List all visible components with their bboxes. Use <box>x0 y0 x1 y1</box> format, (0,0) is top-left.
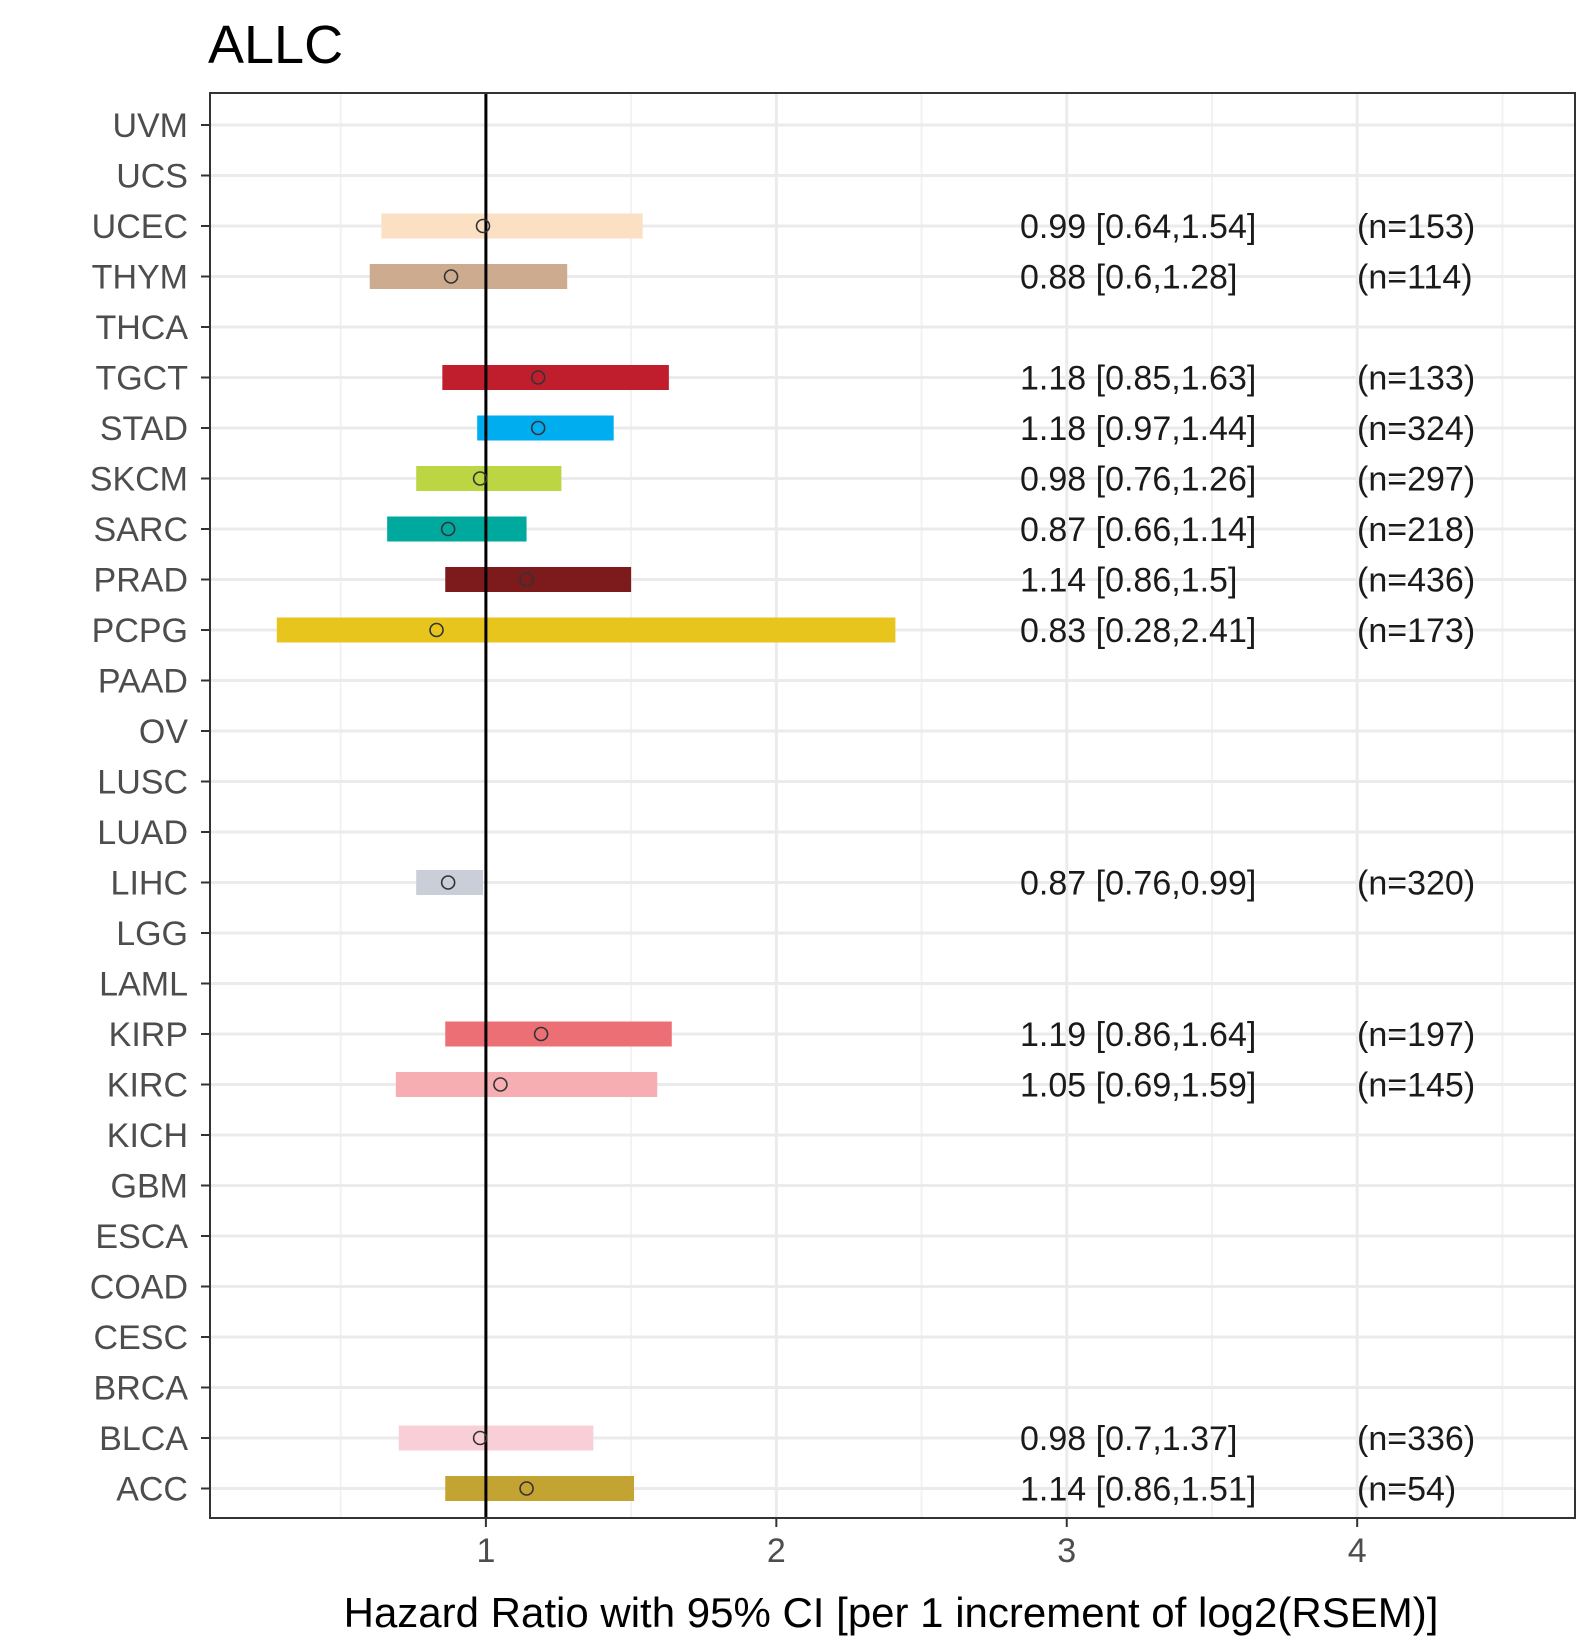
ci-bars <box>276 213 896 1501</box>
ci-label-kirc: 1.05 [0.69,1.59] <box>1020 1067 1256 1105</box>
n-label-skcm: (n=297) <box>1357 461 1475 499</box>
n-label-lihc: (n=320) <box>1357 865 1475 903</box>
hr-point-skcm <box>472 471 488 486</box>
ci-bar-lihc <box>416 870 483 895</box>
y-tick-label-cesc: CESC <box>94 1319 188 1357</box>
ci-bar-tgct <box>442 365 669 390</box>
ci-label-tgct: 1.18 [0.85,1.63] <box>1020 360 1256 398</box>
y-tick-label-paad: PAAD <box>98 663 188 701</box>
y-tick-label-skcm: SKCM <box>90 461 188 499</box>
y-tick-label-acc: ACC <box>116 1471 188 1509</box>
ci-label-prad: 1.14 [0.86,1.5] <box>1020 562 1237 600</box>
x-tick-label-2: 2 <box>767 1532 786 1570</box>
ci-label-lihc: 0.87 [0.76,0.99] <box>1020 865 1256 903</box>
ci-bar-sarc <box>387 516 527 542</box>
hr-point-prad <box>519 572 534 587</box>
hr-point-kirc <box>493 1077 508 1092</box>
y-tick-label-prad: PRAD <box>94 562 188 600</box>
y-tick-label-sarc: SARC <box>94 511 188 549</box>
y-tick-label-stad: STAD <box>100 410 188 448</box>
y-tick-label-coad: COAD <box>90 1269 188 1307</box>
y-tick-label-ucec: UCEC <box>92 208 188 246</box>
hr-point-thym <box>443 269 459 284</box>
ci-bar-kirp <box>445 1021 672 1047</box>
x-tick-label-1: 1 <box>476 1532 495 1570</box>
ci-bar-blca <box>398 1425 594 1451</box>
hr-point-pcpg <box>429 622 444 638</box>
y-tick-label-kich: KICH <box>107 1117 188 1155</box>
y-tick-label-ov: OV <box>139 713 188 751</box>
n-label-ucec: (n=153) <box>1357 208 1475 246</box>
n-label-sarc: (n=218) <box>1357 511 1475 549</box>
n-label-stad: (n=324) <box>1357 410 1475 448</box>
ci-label-stad: 1.18 [0.97,1.44] <box>1020 410 1256 448</box>
y-tick-label-lihc: LIHC <box>111 865 188 903</box>
n-label-thym: (n=114) <box>1357 259 1473 297</box>
y-tick-label-lusc: LUSC <box>97 764 188 802</box>
ci-bar-pcpg <box>276 617 896 643</box>
y-tick-label-gbm: GBM <box>111 1168 188 1206</box>
y-tick-label-brca: BRCA <box>94 1370 189 1408</box>
y-tick-label-laml: LAML <box>99 966 188 1004</box>
y-tick-label-luad: LUAD <box>97 814 188 852</box>
ci-label-blca: 0.98 [0.7,1.37] <box>1020 1420 1237 1458</box>
ci-bar-thym <box>369 264 568 289</box>
ci-bar-ucec <box>381 213 643 239</box>
x-tick-label-4: 4 <box>1348 1532 1367 1570</box>
y-tick-label-esca: ESCA <box>95 1218 188 1256</box>
ci-bar-kirc <box>395 1072 658 1097</box>
hr-point-acc <box>519 1481 534 1496</box>
hr-point-sarc <box>440 521 456 537</box>
hr-point-ucec <box>475 218 491 234</box>
y-tick-label-tgct: TGCT <box>95 360 188 398</box>
n-label-kirp: (n=197) <box>1357 1016 1475 1054</box>
ci-label-skcm: 0.98 [0.76,1.26] <box>1020 461 1256 499</box>
chart-title: ALLC <box>208 15 343 75</box>
hr-point-tgct <box>530 370 546 385</box>
n-label-pcpg: (n=173) <box>1357 612 1475 650</box>
n-label-prad: (n=436) <box>1357 562 1475 600</box>
y-tick-label-ucs: UCS <box>116 158 188 196</box>
n-label-tgct: (n=133) <box>1357 360 1475 398</box>
hr-point-kirp <box>533 1026 549 1042</box>
y-tick-label-uvm: UVM <box>112 107 188 145</box>
y-tick-label-thca: THCA <box>95 309 188 347</box>
hr-points <box>429 218 549 1496</box>
n-label-blca: (n=336) <box>1357 1420 1475 1458</box>
n-label-acc: (n=54) <box>1357 1471 1456 1509</box>
ci-label-pcpg: 0.83 [0.28,2.41] <box>1020 612 1256 650</box>
ci-bar-acc <box>445 1476 635 1501</box>
y-tick-label-kirc: KIRC <box>107 1067 188 1105</box>
ci-bar-prad <box>445 567 632 592</box>
x-axis-title: Hazard Ratio with 95% CI [per 1 incremen… <box>344 1589 1439 1636</box>
y-tick-label-pcpg: PCPG <box>92 612 188 650</box>
panel-border <box>209 92 1576 1519</box>
hr-point-stad <box>530 420 546 436</box>
x-tick-label-3: 3 <box>1057 1532 1076 1570</box>
ci-label-sarc: 0.87 [0.66,1.14] <box>1020 511 1256 549</box>
y-tick-label-thym: THYM <box>92 259 188 297</box>
y-axis: UVM UCS UCEC THYM THCA TGCT STAD SKCM SARC PRAD PC… <box>90 107 210 1509</box>
y-tick-label-kirp: KIRP <box>109 1016 188 1054</box>
ci-label-acc: 1.14 [0.86,1.51] <box>1020 1471 1256 1509</box>
hr-point-lihc <box>440 875 456 890</box>
ci-label-kirp: 1.19 [0.86,1.64] <box>1020 1016 1256 1054</box>
annotations: 0.99 [0.64,1.54] (n=153) 0.88 [0.6,1.28] (n… <box>1020 208 1475 1509</box>
ci-label-thym: 0.88 [0.6,1.28] <box>1020 259 1237 297</box>
hr-point-blca <box>472 1430 488 1446</box>
ci-label-ucec: 0.99 [0.64,1.54] <box>1020 208 1256 246</box>
y-tick-label-lgg: LGG <box>116 915 188 953</box>
y-tick-label-blca: BLCA <box>99 1420 188 1458</box>
ci-bar-skcm <box>416 466 562 491</box>
grid-lines <box>210 93 1575 1518</box>
x-axis: 1 2 3 4 <box>476 1518 1367 1570</box>
n-label-kirc: (n=145) <box>1357 1067 1475 1105</box>
